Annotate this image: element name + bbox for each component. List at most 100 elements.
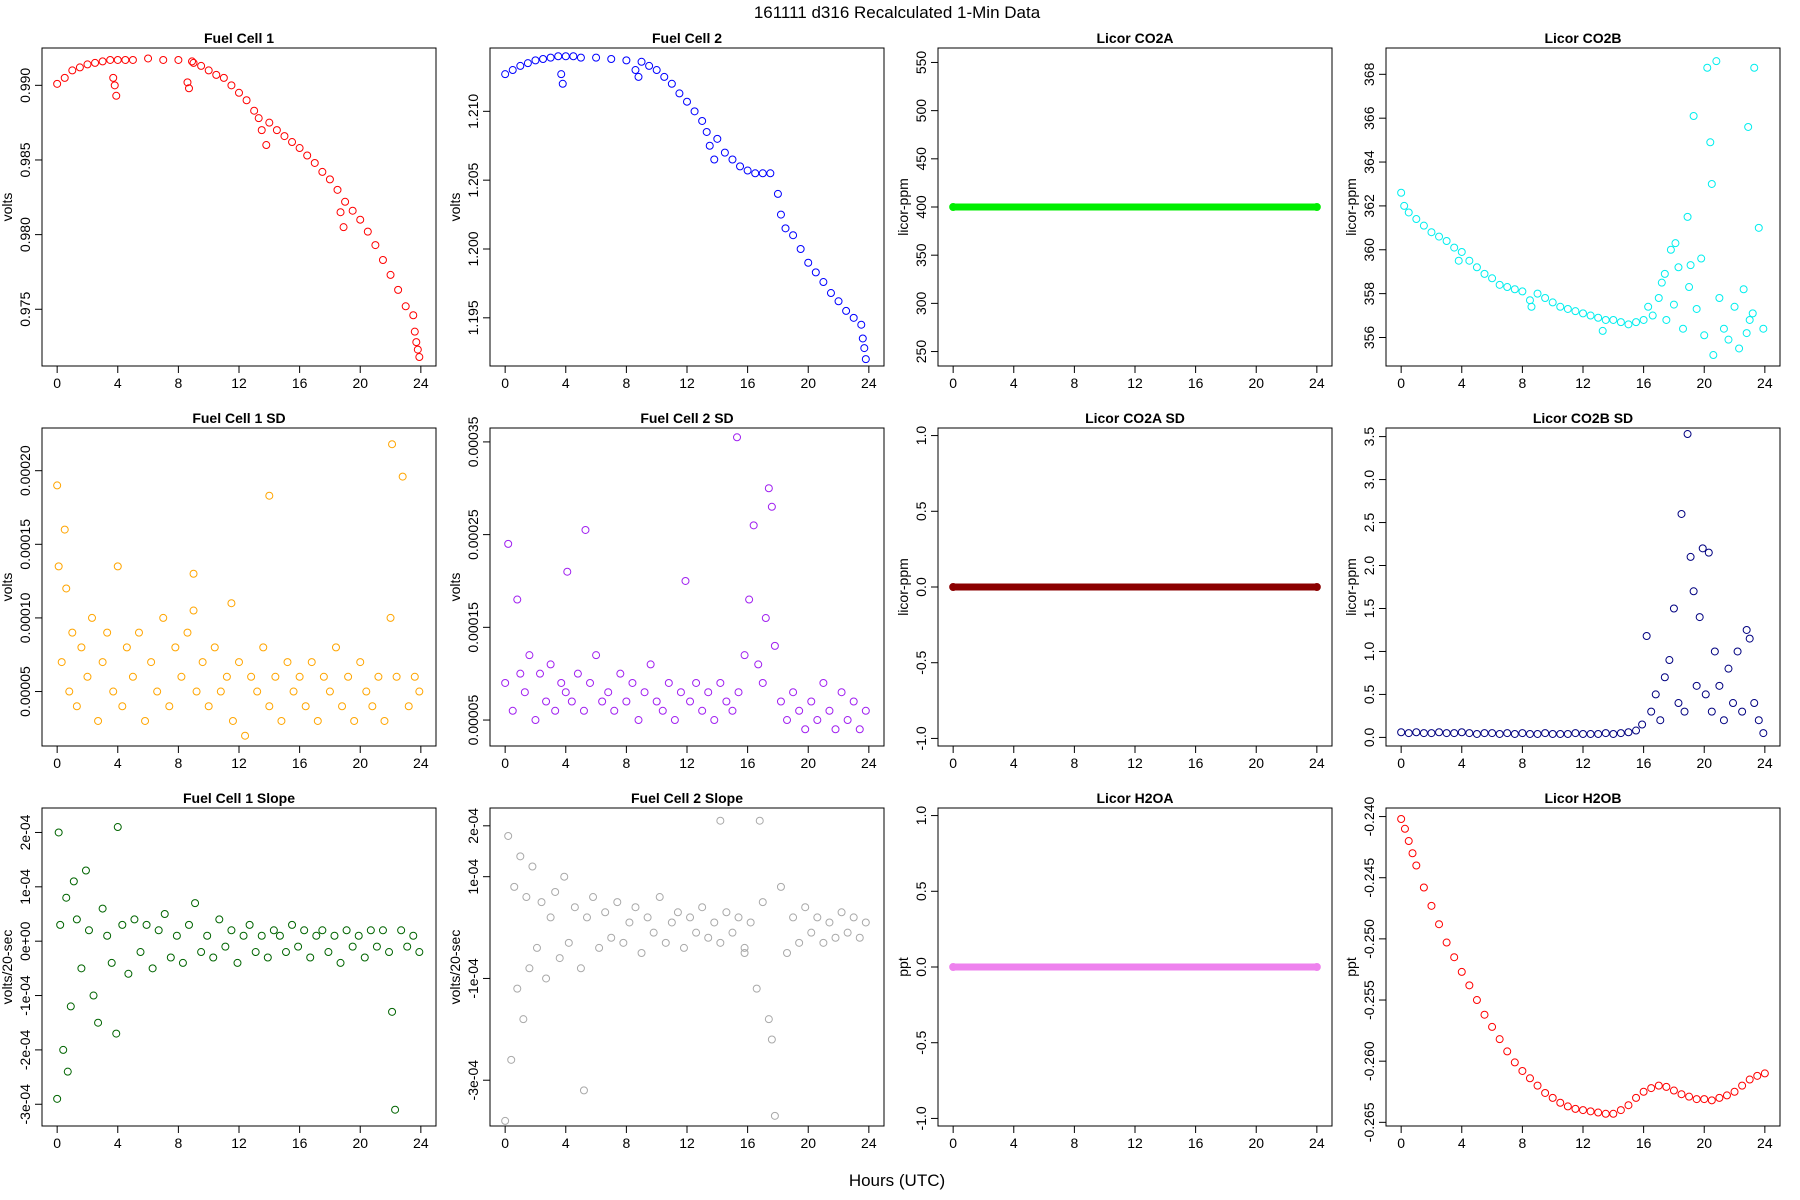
data-point [388,440,397,449]
data-point [184,920,193,929]
y-tick-label: 0.990 [17,68,33,103]
x-tick-label: 8 [622,755,630,771]
data-point [710,716,719,725]
data-point [269,926,278,935]
data-point [804,258,813,267]
data-point [1480,729,1489,738]
x-tick-label: 16 [740,375,756,391]
data-point [415,948,424,957]
y-tick-label: 400 [913,195,929,219]
data-point [819,678,828,687]
data-point [203,931,212,940]
data-point [826,289,835,298]
data-point [356,215,365,224]
data-point [1412,861,1421,870]
data-point [404,702,413,711]
data-point [386,270,395,279]
x-tick-label: 16 [292,1135,308,1151]
panel-fuel-cell-2-sd: Fuel Cell 2 SD volts 0 4 8 12 16 20 24 0.00005 0.0… [447,410,885,771]
data-point [98,57,107,66]
data-point [698,706,707,715]
y-tick-label: 1.0 [913,426,929,446]
data-point [271,672,280,681]
data-point [378,926,387,935]
data-point [1495,729,1504,738]
data-point [1533,729,1542,738]
data-point [601,908,610,917]
data-point [767,502,776,511]
y-axis-label: ppt [1343,957,1359,977]
data-point [652,697,661,706]
panel-title: Fuel Cell 2 Slope [631,790,743,806]
data-point [1662,315,1671,324]
data-point [215,915,224,924]
x-tick-label: 24 [1309,755,1325,771]
data-point [1465,981,1474,990]
data-point [1472,729,1481,738]
data-point [1442,938,1451,947]
data-point [1454,256,1463,265]
data-point [673,908,682,917]
data-point [1679,324,1688,333]
x-tick-label: 24 [1309,375,1325,391]
data-point [508,66,517,75]
panel-title: Licor H2OA [1096,790,1173,806]
data-point [371,241,380,250]
y-tick-label: 0.0 [913,577,929,597]
data-point [589,893,598,902]
data-point [1685,283,1694,292]
data-point [736,162,745,171]
y-tick-label: -0.250 [1361,919,1377,959]
data-point [1624,1101,1633,1110]
panel-title: Fuel Cell 1 [204,30,274,46]
data-point [766,169,775,178]
data-point [154,926,163,935]
data-point [1616,729,1625,738]
data-point [1548,298,1557,307]
figure-xlabel: Hours (UTC) [849,1171,945,1190]
data-point [569,52,578,61]
data-point [1707,1096,1716,1105]
y-axis-label: volts [447,573,463,602]
data-point [1683,430,1692,439]
x-tick-label: 0 [1397,375,1405,391]
data-point [825,918,834,927]
data-point [702,127,711,136]
data-point [1525,729,1534,738]
y-tick-label: 550 [913,51,929,75]
data-point [153,687,162,696]
data-point [1400,201,1409,210]
x-tick-label: 0 [501,755,509,771]
data-point [783,716,792,725]
data-point [1586,729,1595,738]
data-point [60,73,69,82]
data-point [174,55,183,64]
y-tick-label: -0.255 [1361,980,1377,1020]
data-point [56,920,65,929]
data-point [362,687,371,696]
data-point [330,931,339,940]
data-point [643,913,652,922]
y-tick-label: 0.975 [17,292,33,327]
data-point [546,53,555,62]
x-tick-label: 8 [1070,375,1078,391]
data-point [570,903,579,912]
data-point [1697,254,1706,263]
data-point [1706,138,1715,147]
data-point [1312,583,1321,591]
data-point [652,66,661,75]
data-point [510,882,519,891]
data-point [1647,1084,1656,1093]
data-point [776,210,785,219]
data-point [539,55,548,64]
data-point [363,227,372,236]
plot-frame [41,807,437,1127]
y-tick-label: -1.0 [913,1106,929,1130]
data-point [637,949,646,958]
x-tick-label: 16 [1188,375,1204,391]
data-point [728,706,737,715]
data-point [54,562,63,571]
data-point [1465,256,1474,265]
data-point [1533,289,1542,298]
data-point [401,302,410,311]
